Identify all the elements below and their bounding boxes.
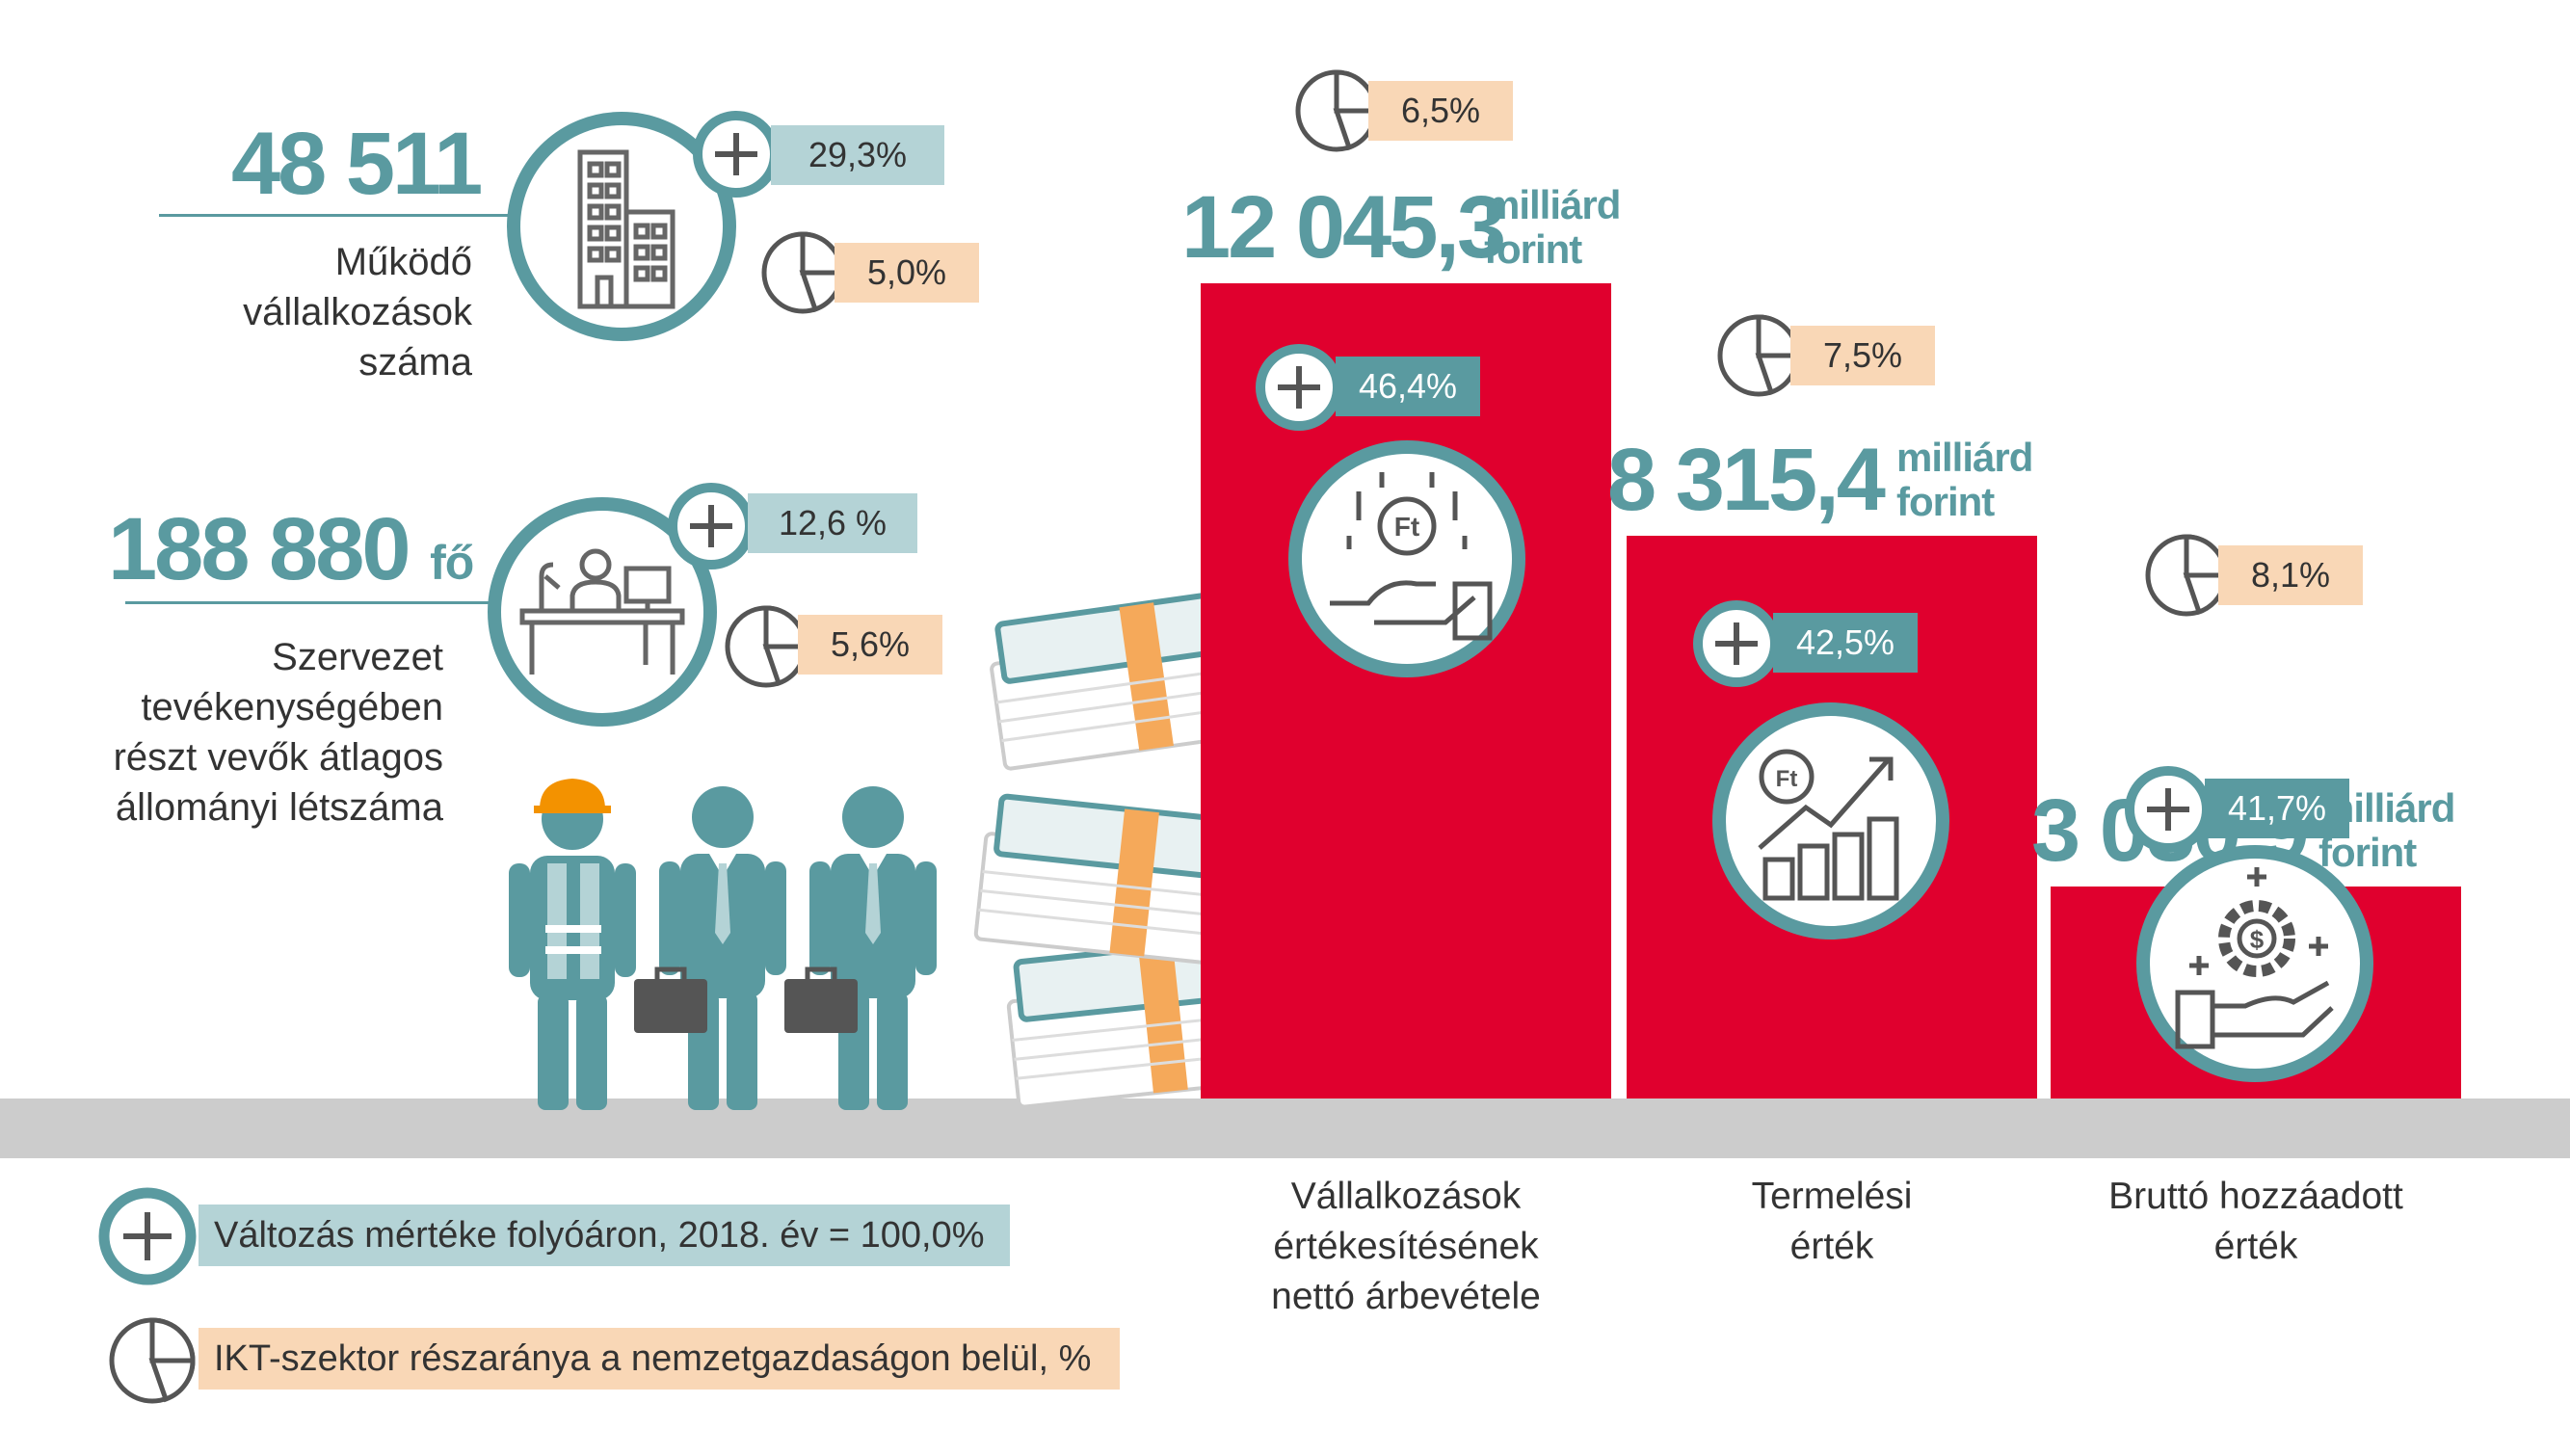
- plus-icon: [1693, 600, 1780, 687]
- enterprises-value: 48 511: [231, 115, 483, 213]
- workers-icon: [509, 779, 937, 1110]
- bar-unit-1: milliárd forint: [1896, 435, 2033, 524]
- bar-value-0: 12 045,3: [1181, 178, 1506, 277]
- plus-icon: [693, 111, 780, 198]
- hand-coin-icon: Ft: [1288, 440, 1525, 677]
- bar-caption-1: Termelési érték: [1751, 1176, 1913, 1267]
- bar-share-0: 6,5%: [1368, 81, 1513, 141]
- employees-share: 5,6%: [798, 615, 942, 675]
- plus-icon: [1256, 344, 1342, 431]
- employees-value: 188 880 fő: [108, 500, 474, 611]
- bar-change-2: 41,7%: [2205, 779, 2349, 838]
- svg-text:Ft: Ft: [1394, 512, 1419, 542]
- employees-divider: [125, 601, 501, 604]
- plus-icon: [98, 1187, 197, 1285]
- bar-caption-2: Bruttó hozzáadott érték: [2108, 1176, 2403, 1267]
- growth-chart-icon: Ft: [1712, 702, 1949, 940]
- bar-change-1: 42,5%: [1773, 613, 1918, 673]
- building-icon: [507, 112, 736, 341]
- enterprises-change: 29,3%: [771, 125, 944, 185]
- enterprises-label: Működő vállalkozások száma: [243, 241, 472, 384]
- bar-unit-0: milliárd forint: [1484, 182, 1621, 272]
- enterprises-divider: [159, 214, 516, 217]
- bar-change-0: 46,4%: [1336, 357, 1480, 416]
- enterprises-share: 5,0%: [835, 243, 979, 303]
- legend-change: Változás mértéke folyóáron, 2018. év = 1…: [199, 1205, 1010, 1266]
- ground-strip: [0, 1099, 2570, 1158]
- employees-unit: fő: [430, 536, 474, 590]
- bar-value-1: 8 315,4: [1607, 431, 1886, 529]
- legend-share: IKT-szektor részaránya a nemzetgazdaságo…: [199, 1328, 1120, 1390]
- plus-icon: [668, 483, 755, 569]
- employees-change: 12,6 %: [748, 493, 917, 553]
- pie-chart-icon: [109, 1317, 196, 1404]
- bar-share-2: 8,1%: [2218, 545, 2363, 605]
- employees-label: Szervezet tevékenységében részt vevők át…: [113, 636, 443, 829]
- pie-chart-icon: [1717, 314, 1800, 397]
- svg-text:$: $: [2250, 925, 2265, 954]
- employees-number: 188 880: [108, 500, 411, 598]
- svg-text:Ft: Ft: [1776, 766, 1798, 792]
- gear-dollar-icon: $: [2136, 845, 2373, 1082]
- bar-share-1: 7,5%: [1790, 326, 1935, 385]
- bar-caption-0: Vállalkozások értékesítésének nettó árbevé…: [1271, 1176, 1541, 1317]
- bar-0: [1201, 283, 1611, 1099]
- office-desk-icon: [488, 497, 717, 727]
